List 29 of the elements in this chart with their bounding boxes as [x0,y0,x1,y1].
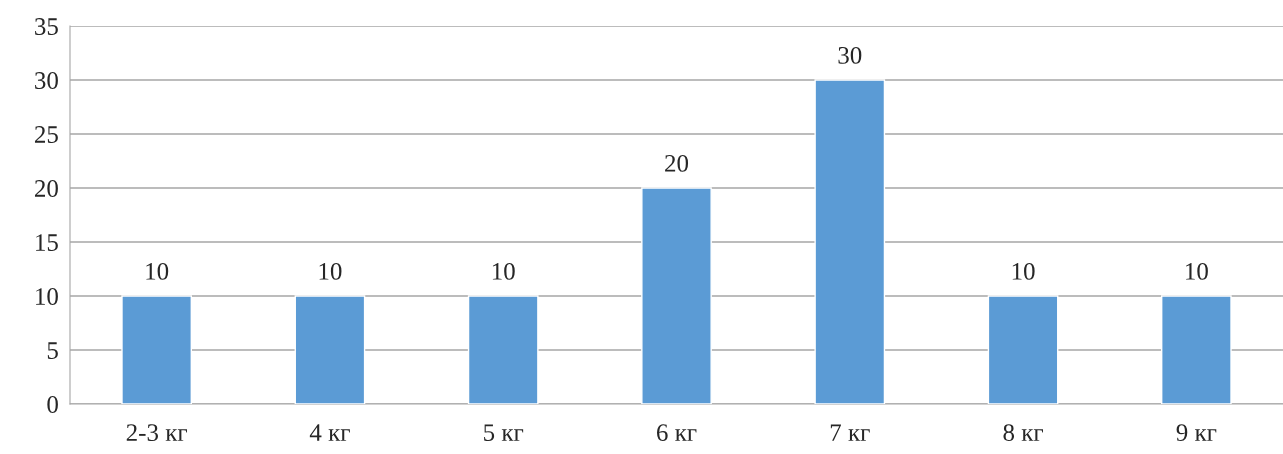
data-label: 10 [492,262,515,280]
data-label: 10 [319,262,342,280]
bar [641,187,712,404]
x-tick-label: 4 кг [309,424,350,441]
x-tick-label: 5 кг [484,424,524,442]
data-label: 20 [665,154,689,172]
bar [294,295,366,404]
x-tick-label: 7 кг [830,424,870,441]
x-tick-label: 2-3 кг [126,424,187,442]
x-tick-label: 6 кг [657,424,697,442]
data-label: 10 [1012,262,1035,280]
bar [814,79,886,404]
data-label: 30 [838,46,862,64]
y-tick-label: 10 [36,288,58,305]
bar [121,295,192,404]
y-tick-label: 5 [47,342,58,359]
data-label: 10 [1186,262,1208,280]
y-tick-label: 15 [36,234,58,251]
y-tick-label: 0 [47,396,58,413]
bar [467,295,539,404]
y-tick-label: 30 [35,72,58,89]
x-tick-label: 9 кг [1176,424,1217,442]
y-tick-label: 20 [34,180,58,197]
y-tick-label: 25 [34,126,58,143]
data-label: 10 [146,262,169,280]
bar [987,295,1059,404]
bar [1161,295,1232,404]
y-tick-label: 35 [35,18,58,35]
x-tick-label: 8 кг [1003,424,1043,442]
